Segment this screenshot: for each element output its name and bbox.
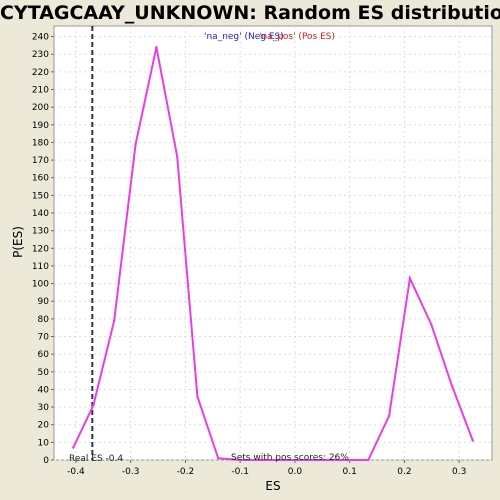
data-point	[155, 45, 158, 49]
y-tick-label: 240	[32, 33, 49, 43]
y-tick-label: 30	[38, 403, 50, 413]
y-tick-label: 130	[32, 227, 49, 237]
data-point	[387, 414, 391, 418]
x-tick-label: -0.3	[122, 467, 140, 477]
pos-scores-annotation: Sets with pos scores: 26%	[231, 453, 349, 463]
y-tick-label: 100	[32, 280, 49, 290]
data-point	[450, 384, 454, 388]
y-tick-label: 0	[43, 456, 49, 466]
data-point	[196, 395, 199, 398]
real-es-annotation: Real ES -0.4	[69, 454, 123, 464]
y-tick-label: 160	[32, 174, 49, 184]
x-axis-label: ES	[265, 479, 281, 493]
data-point	[408, 277, 412, 280]
legend-entry-neg: 'na_neg' (Neg ES)	[204, 32, 284, 42]
plot-area	[53, 25, 493, 461]
x-tick-label: 0.3	[452, 467, 466, 477]
data-point	[293, 458, 297, 462]
x-tick-label: 0.1	[342, 467, 356, 477]
data-point	[92, 404, 95, 407]
data-point	[238, 458, 242, 462]
legend-entry-pos: 'na_pos' (Pos ES)	[259, 32, 335, 42]
x-axis-ticks: -0.4 -0.3 -0.2 -0.1 0.0 0.1 0.2 0.3	[67, 460, 466, 477]
data-points	[71, 45, 475, 462]
x-tick-label: -0.1	[231, 467, 249, 477]
y-tick-label: 230	[32, 50, 49, 60]
data-point	[260, 458, 264, 462]
y-tick-label: 220	[32, 68, 49, 78]
y-tick-label: 180	[32, 138, 49, 148]
y-axis-ticks: 0 10 20 30 40 50 60 70 80 90 100 110 120 130 140 150 160…	[32, 33, 54, 466]
data-point	[430, 322, 433, 326]
y-tick-label: 40	[38, 385, 50, 395]
y-tick-label: 110	[32, 262, 49, 272]
x-tick-label: -0.4	[67, 467, 85, 477]
x-tick-label: 0.2	[397, 467, 411, 477]
y-tick-label: 90	[38, 297, 50, 307]
y-tick-label: 20	[38, 421, 50, 431]
data-point	[134, 143, 137, 146]
data-point	[326, 458, 329, 462]
y-tick-label: 120	[32, 244, 49, 254]
es-distribution-line	[72, 46, 474, 461]
y-tick-label: 210	[32, 86, 49, 96]
y-tick-label: 80	[38, 315, 50, 325]
x-tick-label: -0.2	[177, 467, 195, 477]
data-point	[175, 155, 179, 158]
y-tick-label: 70	[38, 333, 50, 343]
y-tick-label: 10	[38, 438, 50, 448]
data-point	[71, 446, 75, 449]
y-tick-label: 50	[38, 368, 50, 378]
data-point	[217, 457, 220, 460]
y-tick-label: 60	[38, 350, 50, 360]
data-point	[367, 458, 370, 462]
y-tick-label: 170	[32, 156, 49, 166]
y-tick-label: 140	[32, 209, 49, 219]
chart-title: CYTAGCAAY_UNKNOWN: Random ES distributio…	[0, 2, 500, 24]
y-tick-label: 200	[32, 103, 49, 113]
data-point	[471, 439, 475, 442]
x-tick-label: 0.0	[288, 467, 303, 477]
data-point	[113, 319, 116, 322]
y-tick-label: 190	[32, 121, 49, 131]
y-tick-label: 150	[32, 191, 49, 201]
grid-lines	[54, 26, 492, 461]
